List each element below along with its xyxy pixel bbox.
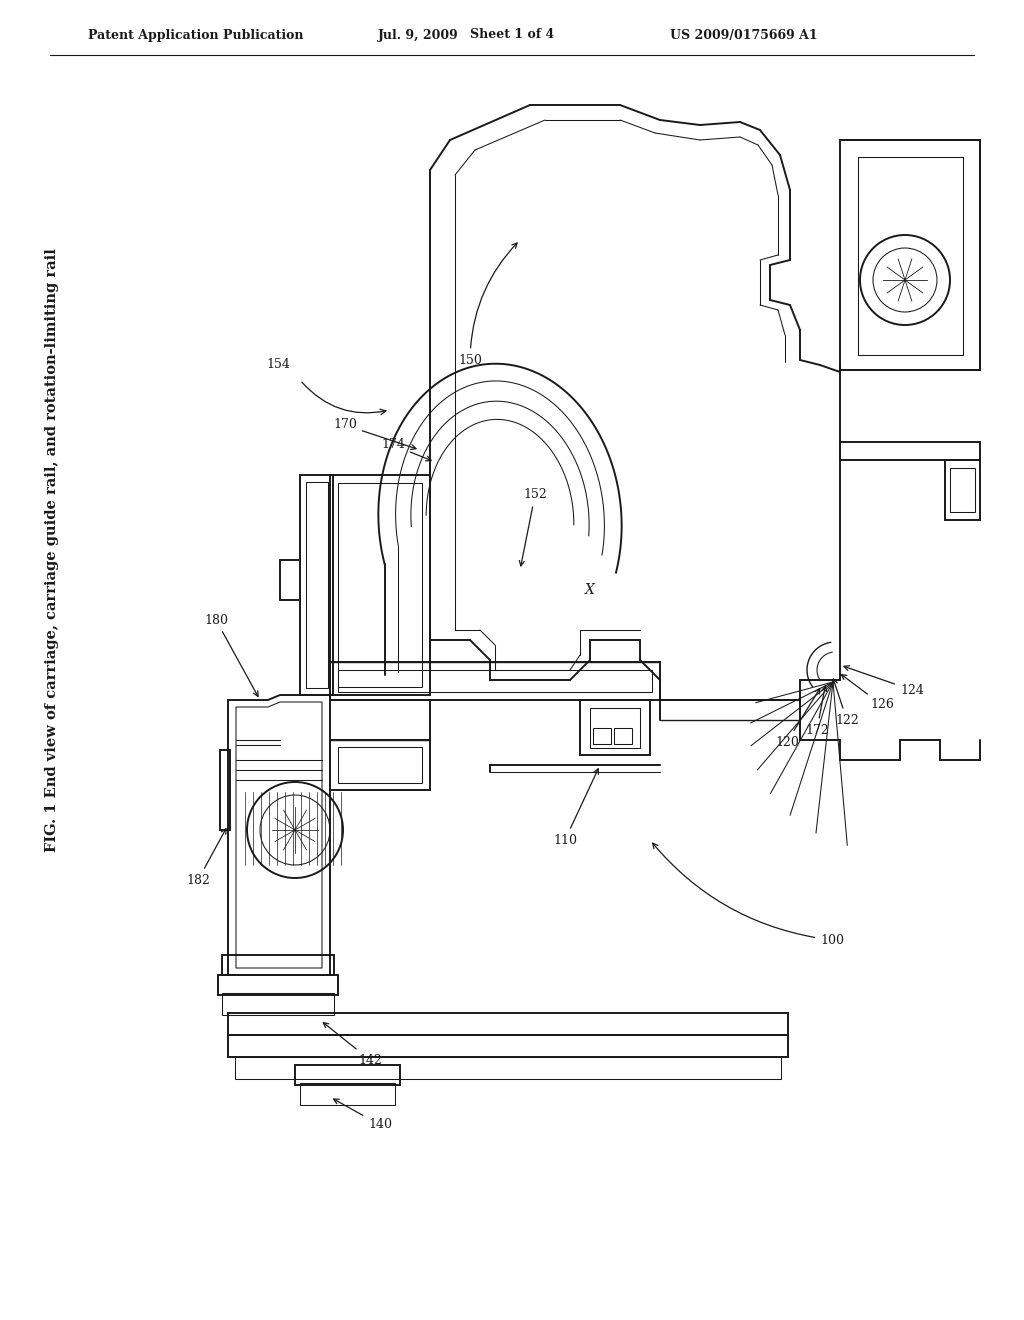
Text: FIG. 1 End view of carriage, carriage guide rail, and rotation-limiting rail: FIG. 1 End view of carriage, carriage gu… (45, 248, 59, 851)
Bar (338, 483, 422, 686)
Text: Sheet 1 of 4: Sheet 1 of 4 (470, 29, 554, 41)
Bar (295, 1065, 400, 1085)
Text: 150: 150 (458, 243, 517, 367)
Text: US 2009/0175669 A1: US 2009/0175669 A1 (670, 29, 817, 41)
Bar (234, 1057, 781, 1078)
Bar (330, 663, 660, 700)
Bar (945, 459, 980, 520)
Text: X: X (585, 583, 595, 597)
Text: 180: 180 (204, 614, 258, 697)
Text: 124: 124 (844, 665, 924, 697)
Bar (593, 729, 611, 744)
Bar (228, 1012, 788, 1035)
Bar (338, 671, 652, 692)
Text: 120: 120 (775, 689, 820, 748)
Bar (300, 1082, 395, 1105)
Text: 154: 154 (266, 359, 290, 371)
Text: Patent Application Publication: Patent Application Publication (88, 29, 303, 41)
Text: 152: 152 (519, 488, 547, 566)
Text: 126: 126 (842, 675, 894, 711)
Text: 142: 142 (324, 1023, 382, 1067)
Bar (220, 750, 230, 830)
Bar (580, 700, 650, 755)
Text: 170: 170 (333, 418, 416, 450)
Bar (228, 1035, 788, 1057)
Bar (950, 469, 975, 512)
Text: 140: 140 (334, 1100, 392, 1131)
Bar (614, 729, 632, 744)
Bar (218, 975, 338, 995)
Bar (222, 993, 334, 1015)
Bar (306, 482, 328, 688)
Bar (222, 954, 334, 975)
Bar (858, 157, 963, 355)
Bar (338, 747, 422, 783)
Text: 172: 172 (805, 686, 828, 737)
Bar (840, 140, 980, 370)
Text: 100: 100 (652, 843, 844, 946)
Bar (590, 708, 640, 748)
Text: 122: 122 (833, 678, 859, 726)
Text: Jul. 9, 2009: Jul. 9, 2009 (378, 29, 459, 41)
Bar (330, 475, 430, 696)
Text: 174: 174 (381, 438, 431, 461)
Bar (330, 741, 430, 789)
Bar (300, 475, 333, 696)
Text: 110: 110 (553, 768, 598, 846)
Text: 182: 182 (186, 829, 226, 887)
